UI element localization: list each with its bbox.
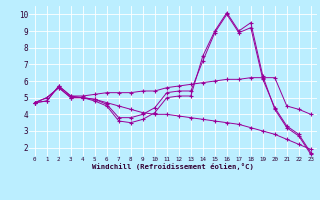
X-axis label: Windchill (Refroidissement éolien,°C): Windchill (Refroidissement éolien,°C) (92, 163, 254, 170)
